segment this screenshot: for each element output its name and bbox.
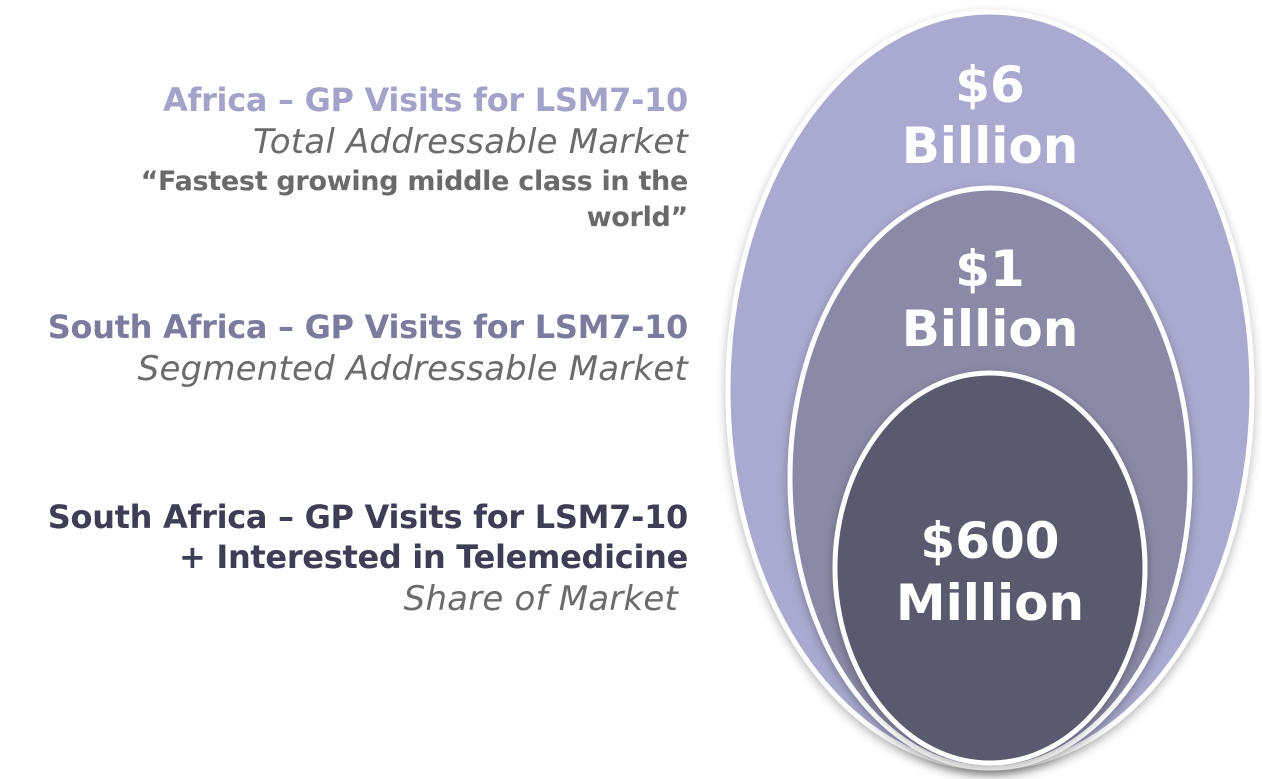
sam-subtitle: Segmented Addressable Market	[137, 349, 688, 389]
sam-title: South Africa – GP Visits for LSM7-10	[47, 308, 689, 346]
tam-value-line-2: Billion	[902, 117, 1079, 175]
som-title-line-2: + Interested in Telemedicine	[178, 538, 688, 576]
tam-subtitle: Total Addressable Market	[252, 122, 688, 162]
som-ellipse	[832, 370, 1148, 766]
som-subtitle: Share of Market	[403, 579, 678, 619]
tam-value-line-1: $6	[955, 56, 1025, 114]
tam-quote-line-2: world”	[586, 202, 689, 233]
som-value-line-2: Million	[896, 574, 1084, 632]
tam-quote-line-1: “Fastest growing middle class in the	[140, 166, 689, 197]
som-value-line-1: $600	[920, 512, 1059, 570]
sam-value-line-2: Billion	[902, 300, 1079, 358]
sam-value-line-1: $1	[955, 240, 1025, 298]
tam-title: Africa – GP Visits for LSM7-10	[162, 81, 688, 119]
som-title-line-1: South Africa – GP Visits for LSM7-10	[47, 498, 689, 536]
tam-label-block: Africa – GP Visits for LSM7-10 Total Add…	[140, 80, 689, 236]
sam-label-block: South Africa – GP Visits for LSM7-10 Seg…	[47, 307, 689, 391]
som-label-block: South Africa – GP Visits for LSM7-10 + I…	[47, 497, 689, 621]
